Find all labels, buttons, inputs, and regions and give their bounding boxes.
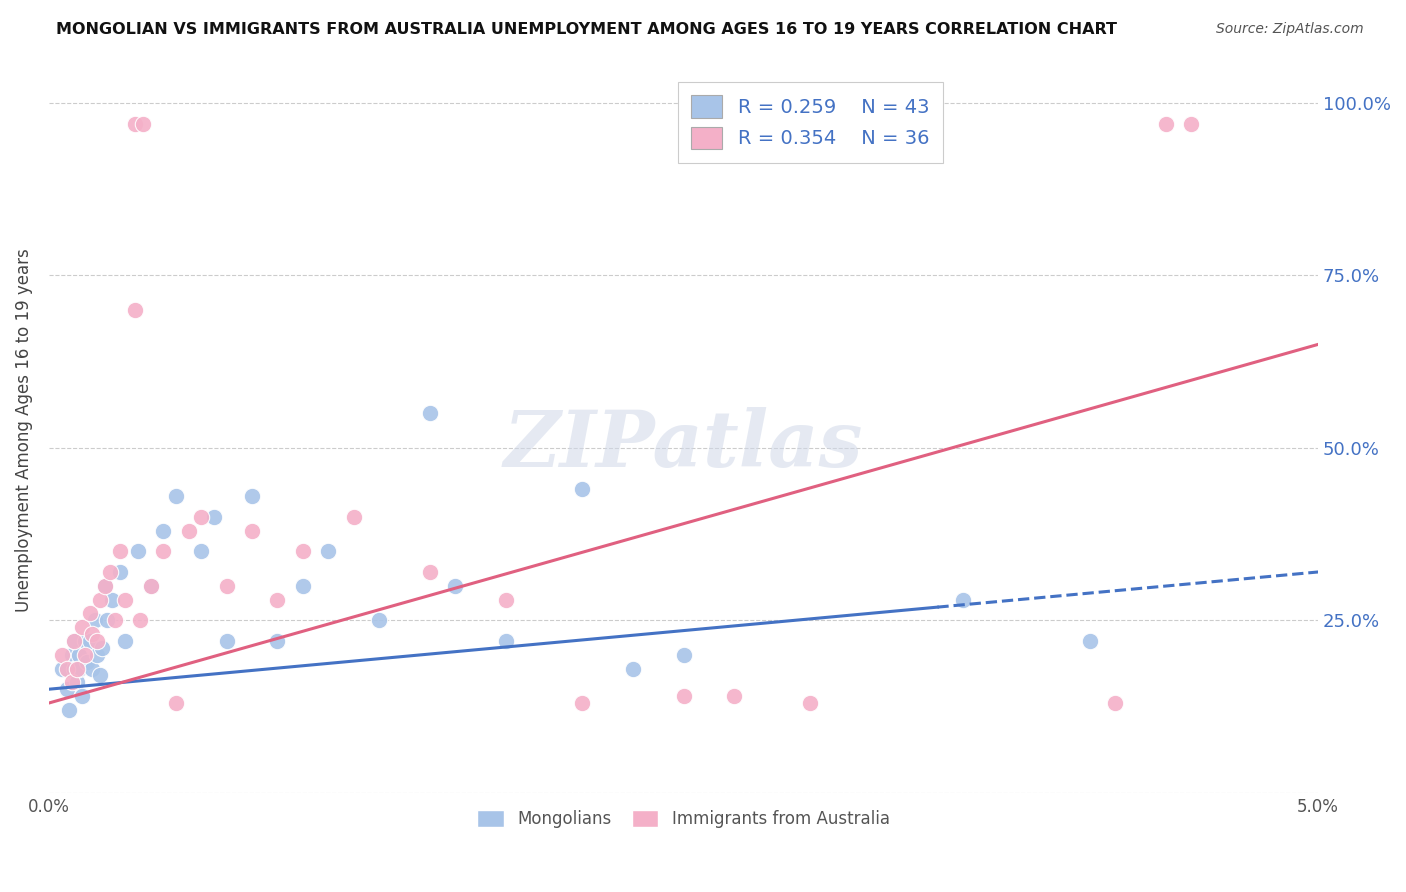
Point xyxy=(58,703,80,717)
Point xyxy=(55,661,77,675)
Point xyxy=(240,524,263,538)
Point xyxy=(83,613,105,627)
Point xyxy=(266,634,288,648)
Point xyxy=(76,655,98,669)
Point xyxy=(139,579,162,593)
Point xyxy=(70,689,93,703)
Point xyxy=(621,661,644,675)
Point xyxy=(1104,696,1126,710)
Point xyxy=(419,565,441,579)
Point xyxy=(723,689,745,703)
Point xyxy=(139,579,162,593)
Point xyxy=(60,675,83,690)
Point xyxy=(952,592,974,607)
Text: Source: ZipAtlas.com: Source: ZipAtlas.com xyxy=(1216,22,1364,37)
Point xyxy=(419,406,441,420)
Point xyxy=(165,489,187,503)
Point xyxy=(79,634,101,648)
Point xyxy=(108,565,131,579)
Point xyxy=(51,661,73,675)
Point xyxy=(91,640,114,655)
Y-axis label: Unemployment Among Ages 16 to 19 years: Unemployment Among Ages 16 to 19 years xyxy=(15,249,32,613)
Point xyxy=(86,648,108,662)
Point xyxy=(215,579,238,593)
Point xyxy=(89,592,111,607)
Point xyxy=(291,544,314,558)
Point xyxy=(571,696,593,710)
Point xyxy=(114,592,136,607)
Point xyxy=(104,613,127,627)
Point xyxy=(672,689,695,703)
Point xyxy=(127,544,149,558)
Point xyxy=(82,627,104,641)
Point xyxy=(108,544,131,558)
Point xyxy=(152,544,174,558)
Point xyxy=(124,117,146,131)
Point xyxy=(177,524,200,538)
Point xyxy=(66,661,89,675)
Point xyxy=(240,489,263,503)
Point xyxy=(124,302,146,317)
Point xyxy=(63,634,86,648)
Point xyxy=(114,634,136,648)
Point xyxy=(190,544,212,558)
Point xyxy=(342,509,364,524)
Point xyxy=(96,613,118,627)
Point xyxy=(98,565,121,579)
Point xyxy=(63,661,86,675)
Point xyxy=(73,634,96,648)
Point xyxy=(67,648,90,662)
Point xyxy=(73,648,96,662)
Point xyxy=(316,544,339,558)
Point xyxy=(291,579,314,593)
Point xyxy=(1154,117,1177,131)
Point xyxy=(202,509,225,524)
Point xyxy=(368,613,391,627)
Point xyxy=(86,634,108,648)
Point xyxy=(165,696,187,710)
Text: ZIPatlas: ZIPatlas xyxy=(503,407,863,483)
Point xyxy=(55,682,77,697)
Point xyxy=(60,648,83,662)
Point xyxy=(266,592,288,607)
Point xyxy=(94,579,117,593)
Point xyxy=(67,661,90,675)
Point xyxy=(799,696,821,710)
Text: MONGOLIAN VS IMMIGRANTS FROM AUSTRALIA UNEMPLOYMENT AMONG AGES 16 TO 19 YEARS CO: MONGOLIAN VS IMMIGRANTS FROM AUSTRALIA U… xyxy=(56,22,1118,37)
Point xyxy=(495,592,517,607)
Legend: Mongolians, Immigrants from Australia: Mongolians, Immigrants from Australia xyxy=(471,804,897,835)
Point xyxy=(152,524,174,538)
Point xyxy=(70,620,93,634)
Point xyxy=(444,579,467,593)
Point xyxy=(129,613,152,627)
Point xyxy=(571,482,593,496)
Point xyxy=(63,634,86,648)
Point xyxy=(89,668,111,682)
Point xyxy=(101,592,124,607)
Point xyxy=(190,509,212,524)
Point xyxy=(94,579,117,593)
Point xyxy=(672,648,695,662)
Point xyxy=(79,607,101,621)
Point xyxy=(66,675,89,690)
Point xyxy=(51,648,73,662)
Point xyxy=(215,634,238,648)
Point xyxy=(132,117,155,131)
Point xyxy=(82,661,104,675)
Point xyxy=(495,634,517,648)
Point xyxy=(1078,634,1101,648)
Point xyxy=(1180,117,1202,131)
